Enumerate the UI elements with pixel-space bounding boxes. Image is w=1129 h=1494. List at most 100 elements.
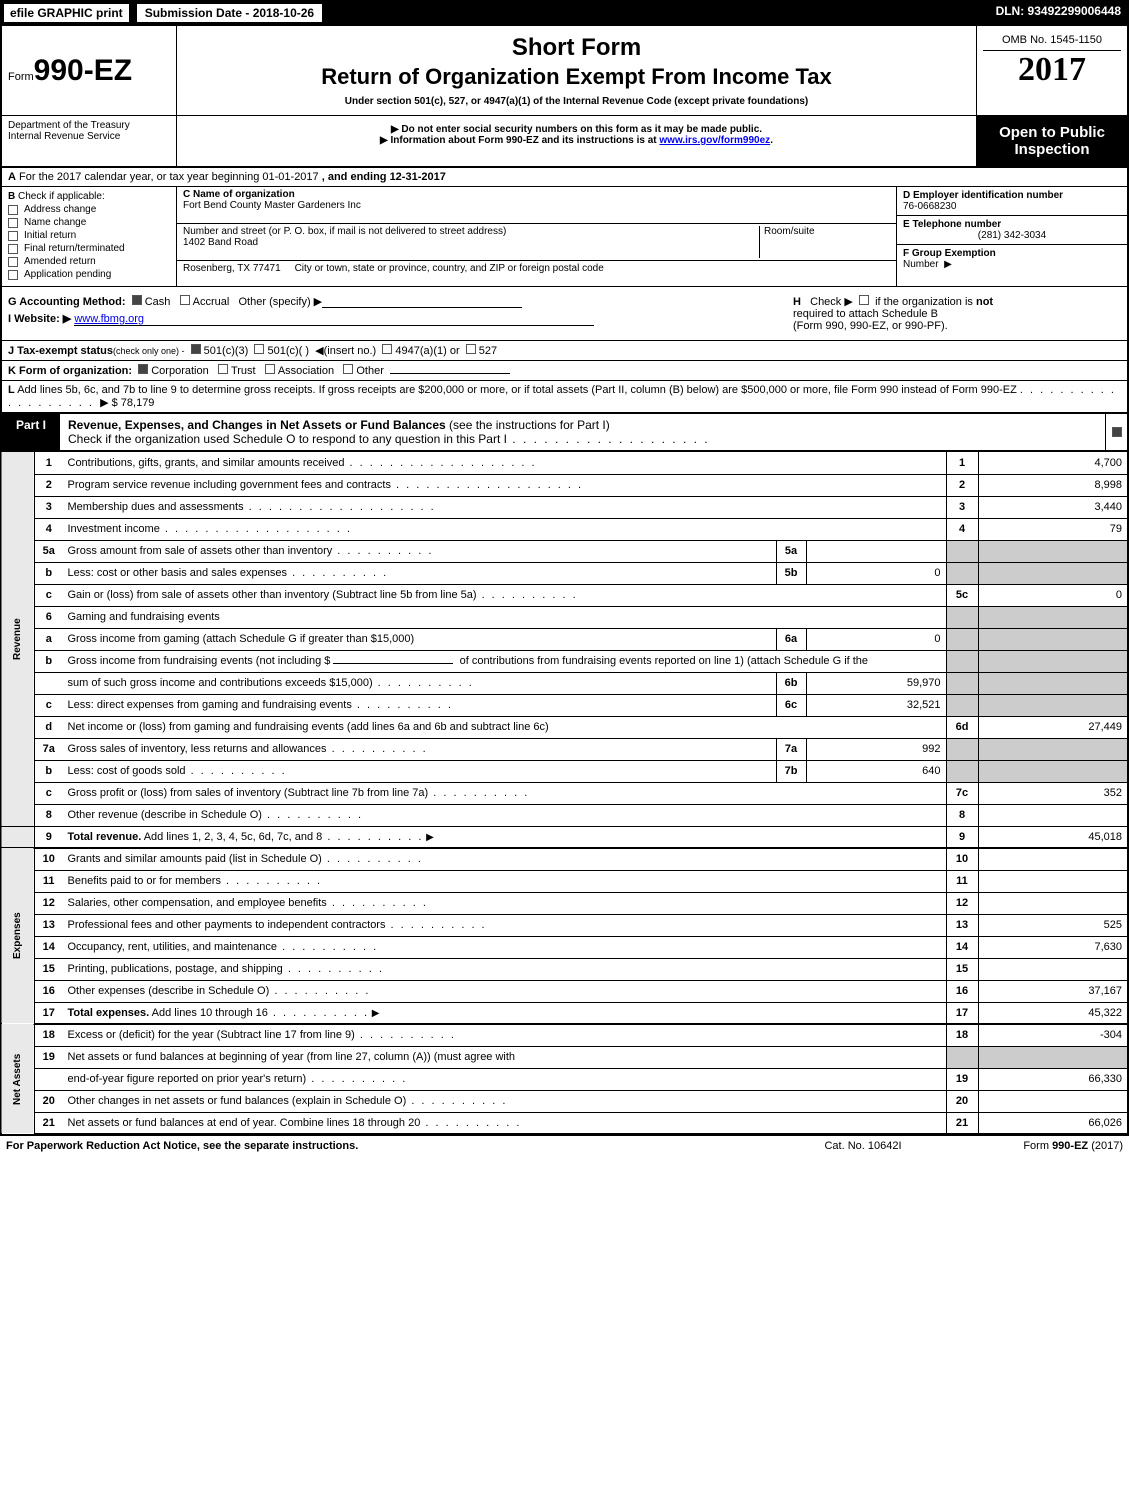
sub-5a: 5a: [776, 540, 806, 562]
chk-527[interactable]: [466, 344, 476, 354]
desc-14: Occupancy, rent, utilities, and maintena…: [68, 941, 278, 953]
section-j: J Tax-exempt status(check only one) - 50…: [0, 341, 1129, 361]
opt-initial-return: Initial return: [24, 230, 76, 241]
subval-6b: 59,970: [806, 672, 946, 694]
row-5a: 5a Gross amount from sale of assets othe…: [1, 540, 1128, 562]
opt-application-pending: Application pending: [24, 269, 111, 280]
ln-6c: c: [35, 694, 63, 716]
row-16: 16 Other expenses (describe in Schedule …: [1, 980, 1128, 1002]
form-number: 990-EZ: [34, 54, 132, 87]
chk-4947[interactable]: [382, 344, 392, 354]
ln-4: 4: [35, 518, 63, 540]
row-15: 15 Printing, publications, postage, and …: [1, 958, 1128, 980]
row-21: 21 Net assets or fund balances at end of…: [1, 1112, 1128, 1134]
num-17: 17: [946, 1002, 978, 1024]
desc-12: Salaries, other compensation, and employ…: [68, 897, 327, 909]
desc-7c: Gross profit or (loss) from sales of inv…: [68, 787, 429, 799]
paperwork-notice: For Paperwork Reduction Act Notice, see …: [6, 1140, 763, 1152]
sub-6b: 6b: [776, 672, 806, 694]
k-trust: Trust: [231, 365, 256, 377]
efile-print-tag: efile GRAPHIC print: [2, 2, 131, 24]
desc-15: Printing, publications, postage, and shi…: [68, 963, 283, 975]
subval-7a: 992: [806, 738, 946, 760]
opt-name-change: Name change: [24, 217, 86, 228]
subval-6a: 0: [806, 628, 946, 650]
chk-accrual[interactable]: [180, 295, 190, 305]
chk-501c[interactable]: [254, 344, 264, 354]
amt-6b1-shade: [978, 650, 1128, 672]
section-i: I Website: ▶ www.fbmg.org: [2, 310, 787, 330]
ln-7c: c: [35, 782, 63, 804]
desc-6a: Gross income from gaming (attach Schedul…: [68, 633, 415, 645]
topbar-spacer: [324, 0, 987, 26]
desc-7b: Less: cost of goods sold: [68, 765, 186, 777]
amt-5c: 0: [978, 584, 1128, 606]
sub-7b: 7b: [776, 760, 806, 782]
cat-number: Cat. No. 10642I: [763, 1140, 963, 1152]
opt-amended-return: Amended return: [24, 256, 96, 267]
row-7b: b Less: cost of goods sold 7b 640: [1, 760, 1128, 782]
desc-9-bold: Total revenue.: [68, 831, 142, 843]
row-6c: c Less: direct expenses from gaming and …: [1, 694, 1128, 716]
desc-6d: Net income or (loss) from gaming and fun…: [68, 721, 549, 733]
form-number-cell: Form990-EZ: [2, 26, 177, 116]
i-label: I Website: ▶: [8, 313, 71, 325]
chk-h[interactable]: [859, 295, 869, 305]
chk-amended-return[interactable]: [8, 257, 18, 267]
k-label: K Form of organization:: [8, 365, 132, 377]
opt-address-change: Address change: [24, 204, 96, 215]
amt-10: [978, 848, 1128, 870]
page-footer: For Paperwork Reduction Act Notice, see …: [0, 1135, 1129, 1152]
info-about-text: Information about Form 990-EZ and its in…: [390, 135, 659, 146]
amt-6d: 27,449: [978, 716, 1128, 738]
num-16: 16: [946, 980, 978, 1002]
chk-application-pending[interactable]: [8, 270, 18, 280]
chk-initial-return[interactable]: [8, 231, 18, 241]
desc-6c: Less: direct expenses from gaming and fu…: [68, 699, 352, 711]
row-g-h: G Accounting Method: Cash Accrual Other …: [0, 287, 1129, 341]
num-6d: 6d: [946, 716, 978, 738]
section-k: K Form of organization: Corporation Trus…: [0, 361, 1129, 381]
website-link[interactable]: www.fbmg.org: [74, 313, 144, 325]
info-link[interactable]: www.irs.gov/form990ez: [659, 135, 770, 146]
chk-trust[interactable]: [218, 364, 228, 374]
chk-final-return[interactable]: [8, 244, 18, 254]
chk-cash[interactable]: [132, 295, 142, 305]
f-arrow: ▶: [944, 259, 952, 270]
amt-5b-shade: [978, 562, 1128, 584]
amt-7c: 352: [978, 782, 1128, 804]
num-8: 8: [946, 804, 978, 826]
j-label: J Tax-exempt status: [8, 345, 113, 357]
chk-501c3[interactable]: [191, 344, 201, 354]
row-5c: c Gain or (loss) from sale of assets oth…: [1, 584, 1128, 606]
amt-7a-shade: [978, 738, 1128, 760]
ln-18: 18: [35, 1024, 63, 1046]
chk-schedule-o[interactable]: [1112, 427, 1122, 437]
org-street: 1402 Band Road: [183, 237, 755, 248]
desc-16: Other expenses (describe in Schedule O): [68, 985, 270, 997]
num-3: 3: [946, 496, 978, 518]
chk-corp[interactable]: [138, 364, 148, 374]
subval-5a: [806, 540, 946, 562]
chk-other-org[interactable]: [343, 364, 353, 374]
ln-19-blank: [35, 1068, 63, 1090]
row-6d: d Net income or (loss) from gaming and f…: [1, 716, 1128, 738]
section-h: H Check ▶ if the organization is not req…: [787, 287, 1127, 340]
chk-address-change[interactable]: [8, 205, 18, 215]
amt-15: [978, 958, 1128, 980]
blank-6b: [333, 663, 453, 664]
sub-7a: 7a: [776, 738, 806, 760]
chk-name-change[interactable]: [8, 218, 18, 228]
do-not-enter-ssn: Do not enter social security numbers on …: [185, 124, 968, 135]
ln-10: 10: [35, 848, 63, 870]
row-6: 6 Gaming and fundraising events: [1, 606, 1128, 628]
amt-6-shade: [978, 606, 1128, 628]
chk-assoc[interactable]: [265, 364, 275, 374]
label-a: A: [8, 171, 16, 183]
opt-final-return: Final return/terminated: [24, 243, 125, 254]
num-21: 21: [946, 1112, 978, 1134]
desc-10: Grants and similar amounts paid (list in…: [68, 853, 322, 865]
e-label: E Telephone number: [903, 219, 1001, 230]
submission-date: Submission Date - 2018-10-26: [135, 2, 324, 24]
desc-13: Professional fees and other payments to …: [68, 919, 386, 931]
